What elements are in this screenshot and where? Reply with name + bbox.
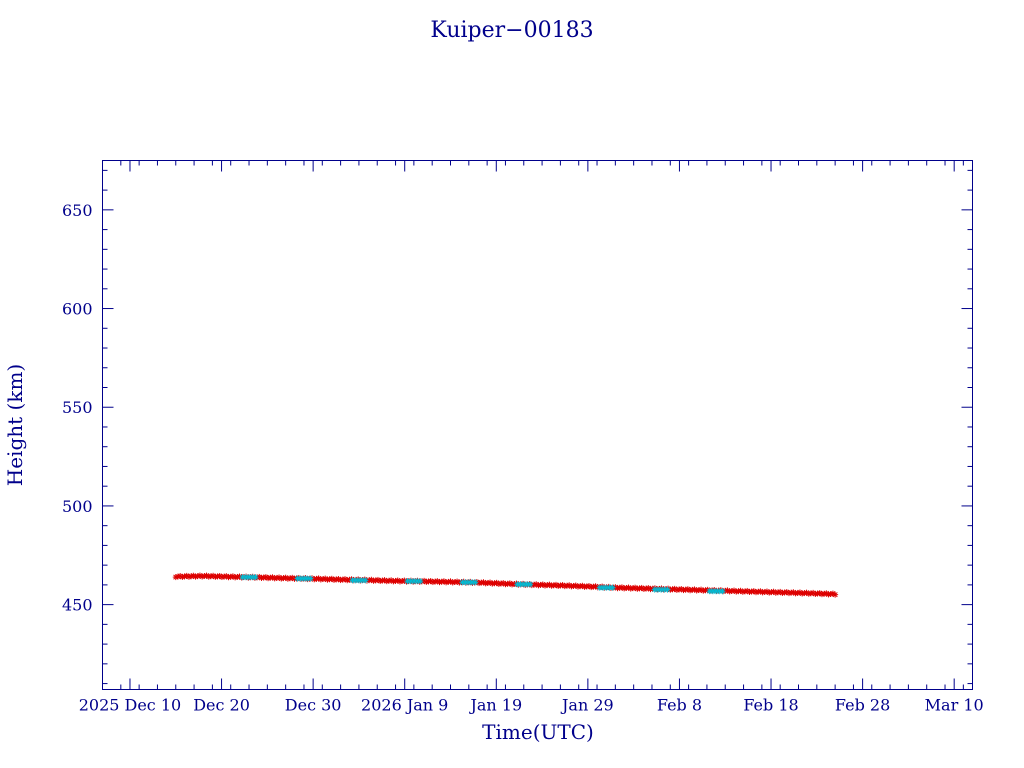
height-point-secondary xyxy=(609,584,616,591)
x-tick-label: 2026 Jan 9 xyxy=(361,696,448,715)
height-point-secondary xyxy=(252,574,259,581)
x-axis-label: Time(UTC) xyxy=(482,720,594,744)
height-point-secondary xyxy=(307,575,314,582)
x-axis: 2025 Dec 10 Dec 20 Dec 30 2026 Jan 9 Jan 19 J… xyxy=(79,160,984,715)
x-tick-label: Feb 8 xyxy=(657,696,702,715)
y-tick-label: 500 xyxy=(62,497,93,516)
x-tick-label: Dec 30 xyxy=(285,696,342,715)
y-tick-label: 600 xyxy=(62,300,93,319)
height-point-secondary xyxy=(417,578,424,585)
x-tick-label: 2025 Dec 10 xyxy=(79,696,182,715)
y-axis: 450 500 550 600 650 xyxy=(62,169,973,685)
y-tick-label: 550 xyxy=(62,398,93,417)
x-tick-label: Mar 10 xyxy=(925,696,984,715)
height-point-secondary xyxy=(664,586,671,593)
height-point-secondary xyxy=(362,577,369,584)
height-point xyxy=(832,591,839,598)
x-tick-label: Dec 20 xyxy=(193,696,250,715)
y-tick-label: 450 xyxy=(62,596,93,615)
plot-frame xyxy=(102,160,973,690)
x-tick-label: Jan 19 xyxy=(468,696,522,715)
x-tick-label: Feb 28 xyxy=(835,696,890,715)
height-point-secondary xyxy=(719,588,726,595)
data-points xyxy=(172,572,839,598)
y-axis-label: Height (km) xyxy=(3,364,27,486)
chart-title: Kuiper−00183 xyxy=(430,18,593,43)
height-point-secondary xyxy=(527,581,534,588)
x-tick-label: Feb 18 xyxy=(743,696,798,715)
height-point xyxy=(262,574,269,581)
x-tick-label: Jan 29 xyxy=(560,696,614,715)
y-tick-label: 650 xyxy=(62,201,93,220)
height-point-secondary xyxy=(472,579,479,586)
